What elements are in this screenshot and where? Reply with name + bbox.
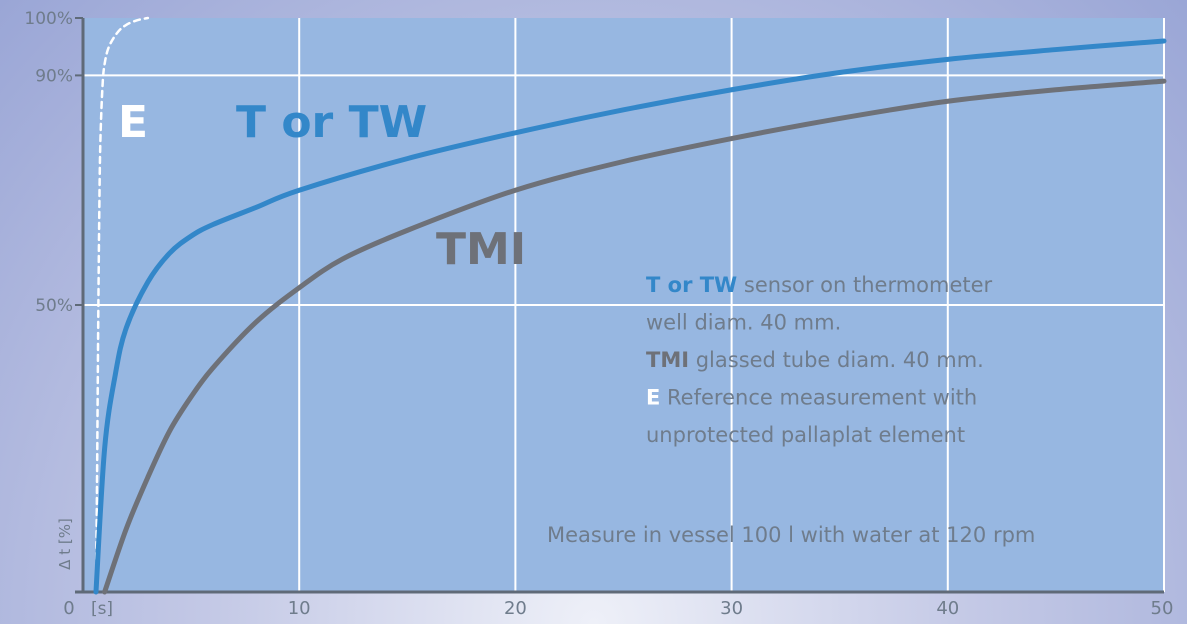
legend-text: glassed tube diam. 40 mm. (689, 348, 984, 372)
legend-key: T or TW (646, 273, 737, 297)
measurement-note: Measure in vessel 100 l with water at 12… (547, 523, 1035, 547)
legend-text: Reference measurement with (660, 386, 977, 410)
legend: T or TW sensor on thermometer well diam. … (646, 273, 993, 447)
y-tick-label: 50% (35, 296, 73, 316)
curve-label: T or TW (236, 97, 427, 148)
x-tick-label: 30 (720, 598, 743, 619)
legend-line: T or TW sensor on thermometer (646, 273, 993, 297)
legend-text: sensor on thermometer (737, 273, 992, 297)
legend-key: TMI (646, 348, 689, 372)
legend-line: well diam. 40 mm. (646, 311, 841, 335)
curve-label: E (118, 97, 148, 148)
x-tick-label: 0 (63, 598, 74, 619)
x-tick-label: 10 (288, 598, 311, 619)
legend-key: E (646, 386, 660, 410)
y-axis-label: Δ t [%] (56, 518, 74, 570)
legend-line: unprotected pallaplat element (646, 423, 965, 447)
series-lines (93, 16, 1167, 595)
tick-labels: 0 10 20 30 40 50 50% 90% 100% (24, 9, 1173, 619)
y-tick-label: 100% (24, 9, 73, 29)
legend-text: unprotected pallaplat element (646, 423, 965, 447)
legend-text: well diam. 40 mm. (646, 311, 841, 335)
axes (75, 17, 1164, 594)
curve-labels: E T or TW TMI (118, 97, 526, 275)
series-line-tmi (102, 78, 1167, 595)
x-axis-label: [s] (91, 599, 113, 619)
x-tick-label: 20 (504, 598, 527, 619)
x-tick-label: 40 (936, 598, 959, 619)
y-tick-label: 90% (35, 66, 73, 86)
curve-label: TMI (436, 224, 526, 275)
series-line-t-or-tw (93, 38, 1167, 595)
legend-line: TMI glassed tube diam. 40 mm. (646, 348, 984, 372)
legend-line: E Reference measurement with (646, 386, 977, 410)
x-tick-label: 50 (1151, 598, 1174, 619)
grid-lines (83, 18, 1165, 592)
series-line-e (94, 16, 150, 594)
